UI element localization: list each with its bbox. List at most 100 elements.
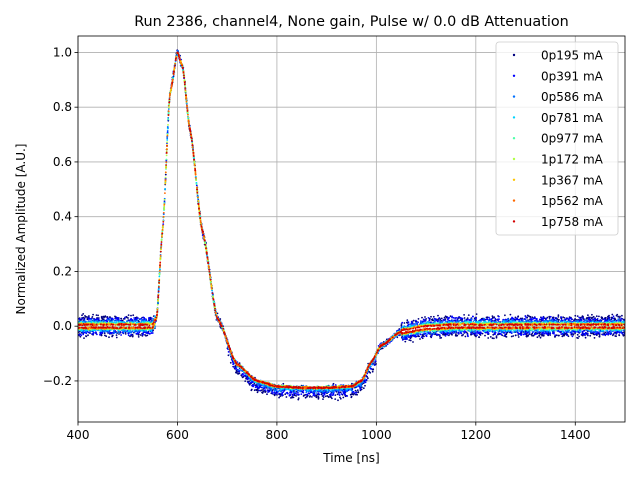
data-point — [555, 334, 558, 336]
data-point — [400, 323, 403, 325]
data-point — [463, 314, 465, 316]
data-point — [511, 331, 513, 333]
data-point — [264, 389, 267, 391]
data-point — [420, 336, 423, 339]
data-point — [146, 334, 149, 337]
data-point — [566, 334, 568, 336]
data-point — [553, 318, 556, 321]
data-point — [131, 334, 134, 336]
data-point — [279, 395, 282, 398]
data-point — [134, 329, 137, 332]
data-point — [351, 393, 354, 396]
data-point — [490, 318, 493, 320]
data-point — [264, 391, 267, 393]
data-point — [494, 317, 497, 320]
data-point — [120, 334, 122, 336]
data-point — [94, 331, 97, 333]
data-point — [576, 336, 578, 339]
data-point — [517, 336, 520, 338]
data-point — [529, 315, 532, 318]
data-point — [478, 336, 481, 339]
data-point — [343, 392, 346, 395]
data-point — [461, 334, 463, 337]
data-point — [431, 318, 434, 321]
data-point — [147, 332, 150, 335]
data-point — [356, 389, 359, 392]
data-point — [322, 396, 325, 398]
data-point — [101, 315, 103, 318]
data-point — [282, 382, 285, 385]
data-point — [491, 315, 494, 317]
data-point — [570, 330, 573, 333]
data-point — [598, 332, 601, 335]
data-point — [510, 317, 513, 320]
data-point — [357, 391, 360, 394]
data-point — [412, 341, 414, 343]
data-point — [241, 373, 244, 376]
data-point — [103, 332, 106, 335]
data-point — [111, 334, 114, 337]
data-point — [352, 390, 355, 393]
data-point — [505, 336, 508, 338]
data-point — [317, 397, 320, 399]
data-point — [548, 315, 551, 318]
data-point — [517, 334, 520, 336]
data-point — [444, 320, 447, 322]
data-point — [567, 331, 570, 333]
data-point — [315, 395, 318, 398]
data-point — [433, 332, 435, 335]
data-point — [327, 395, 330, 398]
data-point — [618, 317, 621, 319]
data-point — [137, 334, 140, 336]
data-point — [112, 330, 115, 333]
data-point — [114, 317, 117, 320]
data-point — [289, 393, 291, 396]
data-point — [475, 313, 478, 315]
data-point — [99, 329, 102, 332]
data-point — [473, 317, 476, 320]
data-point — [458, 316, 460, 319]
data-point — [538, 318, 541, 321]
data-point — [567, 335, 570, 338]
data-point — [130, 333, 133, 336]
data-point — [108, 318, 111, 320]
data-point — [326, 389, 329, 391]
data-point — [262, 386, 265, 389]
data-point — [278, 396, 280, 399]
data-point — [527, 334, 530, 337]
data-point — [85, 320, 87, 323]
data-point — [437, 314, 439, 317]
data-point — [452, 332, 455, 334]
data-point — [464, 331, 466, 334]
data-point — [311, 396, 313, 398]
data-point — [461, 317, 464, 320]
data-point — [519, 333, 522, 336]
data-point — [555, 319, 558, 321]
data-point — [166, 126, 169, 128]
data-point — [510, 335, 513, 338]
data-point — [150, 330, 153, 332]
data-point — [302, 389, 305, 392]
data-point — [563, 334, 566, 337]
data-point — [474, 332, 476, 335]
data-point — [591, 313, 593, 316]
data-point — [110, 317, 113, 320]
data-point — [404, 337, 407, 339]
data-point — [364, 381, 367, 384]
data-point — [133, 317, 136, 319]
data-point — [108, 319, 111, 322]
data-point — [452, 316, 455, 319]
data-point — [91, 316, 94, 318]
data-point — [271, 392, 274, 395]
data-point — [601, 316, 604, 319]
data-point — [139, 334, 142, 336]
data-point — [402, 325, 404, 328]
data-point — [402, 336, 405, 339]
data-point — [432, 315, 435, 318]
data-point — [346, 395, 349, 397]
data-point — [109, 332, 112, 335]
data-point — [130, 314, 132, 317]
data-point — [99, 333, 101, 336]
data-point — [91, 333, 93, 335]
data-point — [517, 315, 519, 318]
